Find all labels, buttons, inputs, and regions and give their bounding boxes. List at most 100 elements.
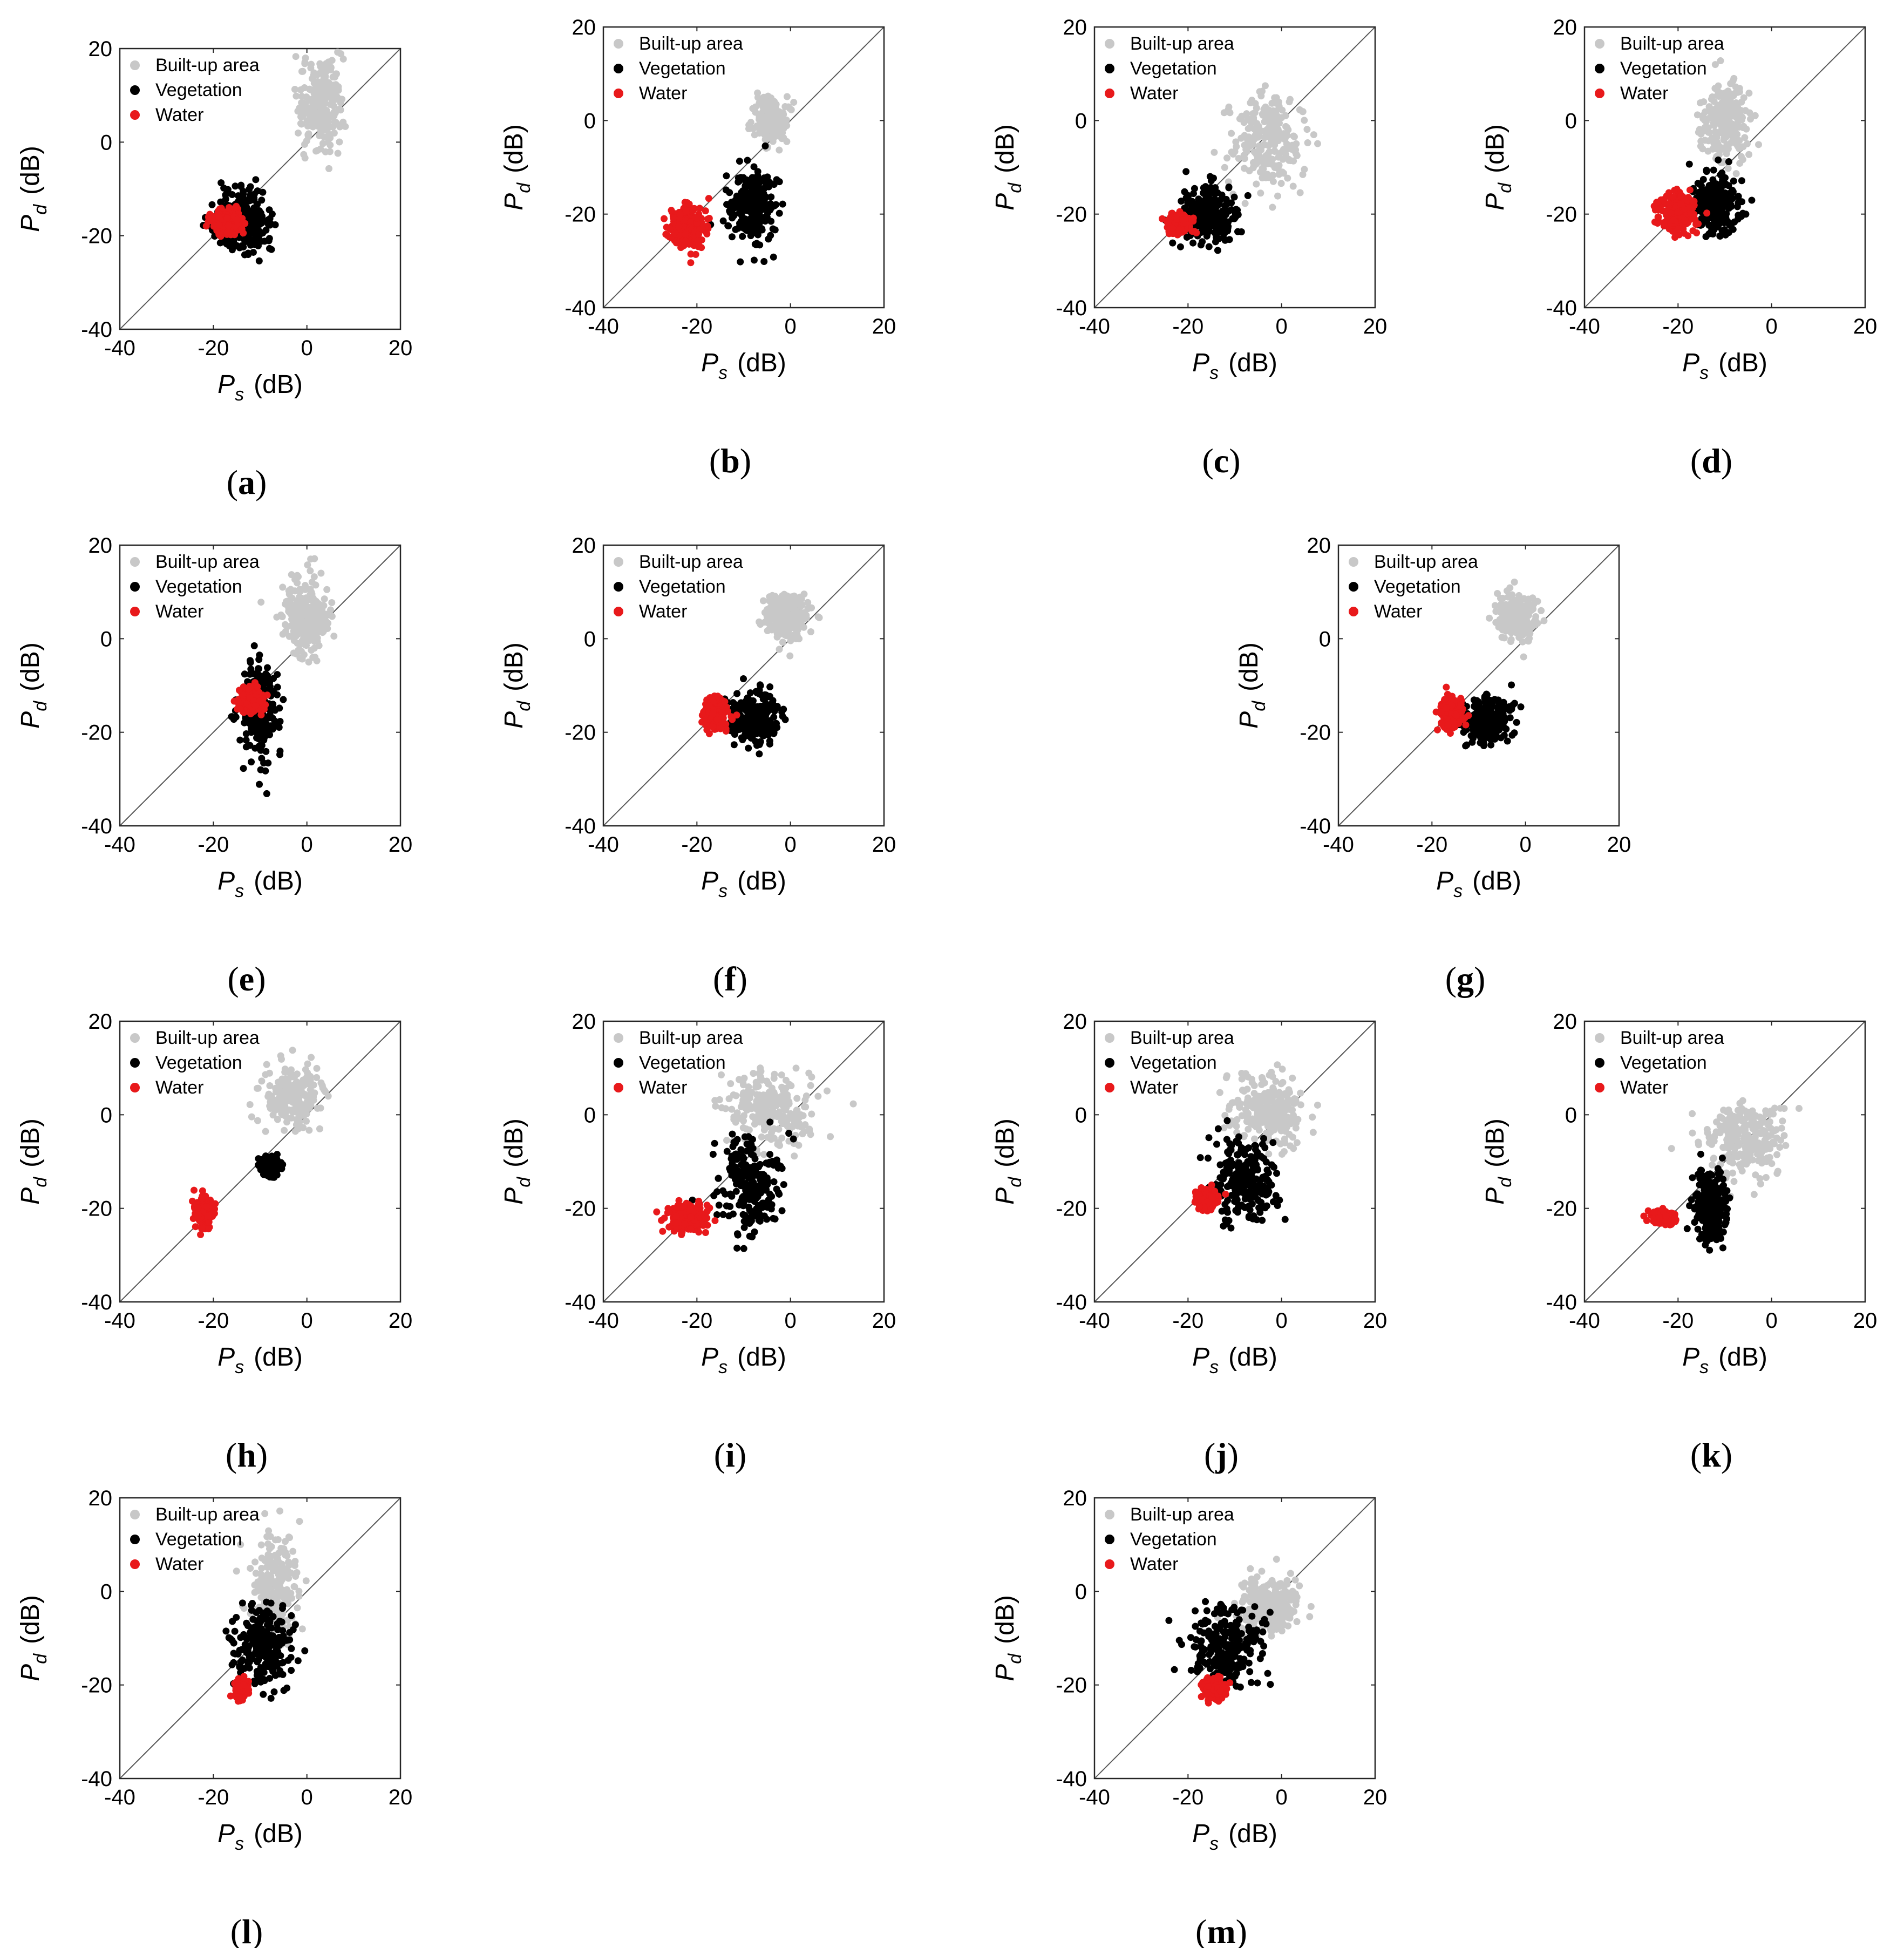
legend-label: Built-up area [639,33,743,54]
data-point [1725,190,1732,198]
data-point [275,719,282,727]
data-point [256,780,263,788]
data-point [1731,134,1739,142]
legend-marker [130,607,140,616]
data-point [1705,128,1712,136]
data-point [257,766,264,773]
legend-label: Vegetation [1620,58,1707,79]
plot-area [120,49,400,329]
data-point [794,626,801,634]
data-point [256,697,264,705]
data-point [1269,178,1277,185]
data-point [307,555,315,563]
legend-marker [614,582,623,592]
data-point [238,226,246,233]
data-point [752,738,759,745]
data-point [739,201,746,209]
data-point [1735,199,1742,207]
y-tick-label: -20 [565,203,596,227]
series-water [698,693,740,737]
data-point [300,151,308,158]
data-point [723,172,730,180]
legend-marker [1105,89,1114,98]
data-point [1284,174,1291,182]
data-point [764,173,771,181]
data-point [1701,124,1709,131]
data-point [241,670,248,678]
data-point [1207,177,1215,185]
reference-line [1338,545,1619,826]
data-point [1718,126,1725,134]
data-point [1208,214,1215,221]
data-point [1486,729,1493,736]
data-point [1246,167,1253,174]
x-tick-label: 20 [389,336,413,360]
data-point [1719,117,1726,124]
data-point [1661,219,1668,226]
data-point [1513,718,1520,726]
data-point [780,124,788,132]
plot-area [1094,27,1375,308]
data-point [1534,620,1541,627]
data-point [1724,165,1732,172]
data-point [1198,217,1205,225]
data-point [259,188,267,196]
data-point [1703,166,1710,174]
data-point [761,142,769,150]
data-point [1705,230,1713,237]
legend-label: Water [639,601,687,622]
data-point [1507,629,1515,636]
data-point [737,174,745,181]
y-tick-label: -40 [565,815,596,838]
data-point [206,216,213,223]
legend-marker [1105,39,1114,49]
x-tick-label: -20 [198,336,229,360]
data-point [266,245,273,252]
data-point [1499,594,1506,602]
panel-label: (c) [1202,442,1240,480]
data-point [1508,681,1515,689]
data-point [321,620,328,628]
data-point [330,633,338,640]
data-point [217,198,225,206]
legend-label: Vegetation [639,576,726,597]
data-point [728,725,736,732]
data-point [1538,607,1545,614]
data-point [1179,216,1186,224]
data-point [766,737,773,745]
data-point [746,709,753,717]
data-point [1704,193,1712,200]
data-point [687,259,695,267]
data-point [783,93,791,100]
data-point [1745,89,1753,97]
data-point [1260,105,1268,113]
data-point [753,240,760,247]
data-point [319,117,327,124]
data-point [1244,192,1252,199]
series-vegetation [716,675,789,758]
data-point [240,243,247,251]
data-point [241,220,249,227]
y-tick-label: 20 [572,534,596,558]
y-tick-label: 20 [1553,16,1577,39]
x-tick-label: 20 [389,833,413,857]
data-point [297,113,304,120]
data-point [744,157,751,164]
data-point [1697,138,1705,145]
data-point [1718,214,1725,222]
data-point [735,225,742,232]
data-point [693,214,701,222]
data-point [783,138,791,145]
data-point [761,194,769,202]
data-point [1241,200,1249,207]
data-point [325,165,332,172]
panel-label: (e) [227,960,266,998]
data-point [713,716,721,723]
data-point [1500,634,1508,642]
y-tick-label: 0 [1565,109,1577,133]
data-point [1720,93,1728,101]
data-point [779,639,786,646]
data-point [1514,626,1521,633]
data-point [773,176,780,184]
